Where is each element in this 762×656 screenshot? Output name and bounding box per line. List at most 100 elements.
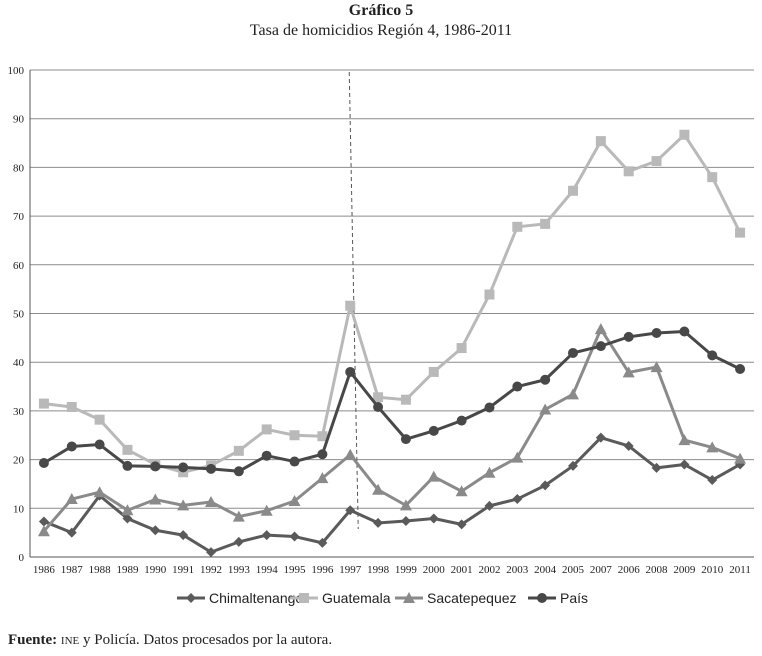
point-guatemala-1998 — [373, 392, 384, 403]
x-tick-label-2000: 2000 — [423, 564, 446, 576]
point-sacatepequez-2006 — [622, 366, 635, 378]
point-guatemala-1996 — [317, 431, 328, 442]
x-tick-label-1990: 1990 — [144, 564, 167, 576]
x-tick-label-1996: 1996 — [311, 564, 334, 576]
x-axis-ticks: 1986 1987 1988 1989 1990 1991 1992 1993 1994 1995… — [33, 564, 751, 576]
point-guatemala-2002 — [484, 289, 495, 300]
y-tick-label-10: 10 — [13, 503, 25, 515]
point-chimaltenango-2007 — [595, 432, 606, 443]
point-guatemala-1989 — [122, 444, 133, 455]
chart-title: Gráfico 5 — [348, 2, 414, 19]
point-pa-s-2009 — [679, 326, 690, 337]
point-pa-s-2007 — [595, 341, 606, 352]
x-tick-label-1993: 1993 — [228, 564, 251, 576]
point-pa-s-2000 — [428, 425, 439, 436]
point-sacatepequez-1989 — [121, 504, 134, 516]
x-tick-label-1989: 1989 — [116, 564, 139, 576]
point-pa-s-2001 — [456, 415, 467, 426]
point-chimaltenango-1992 — [206, 547, 216, 558]
point-pa-s-1988 — [94, 439, 105, 450]
chart-legend: Chimaltenango Guatemala Sacatepequez País — [177, 590, 588, 606]
point-sacatepequez-2002 — [483, 466, 496, 478]
point-guatemala-2000 — [428, 366, 439, 377]
point-sacatepequez-1988 — [93, 486, 106, 498]
y-tick-label-50: 50 — [13, 309, 25, 321]
x-tick-label-2010: 2010 — [701, 564, 724, 576]
x-tick-label-1991: 1991 — [172, 564, 194, 576]
x-tick-label-1988: 1988 — [89, 564, 112, 576]
point-sacatepequez-1986 — [37, 525, 50, 537]
point-guatemala-1988 — [94, 414, 105, 425]
point-pa-s-2005 — [568, 347, 578, 358]
point-pa-s-1986 — [38, 458, 49, 469]
point-guatemala-2007 — [595, 136, 606, 147]
source-abbrev: ine — [60, 632, 80, 648]
y-tick-label-70: 70 — [13, 211, 25, 223]
point-pa-s-2008 — [651, 327, 662, 338]
point-pa-s-2010 — [707, 350, 718, 361]
y-tick-label-80: 80 — [13, 162, 25, 174]
x-tick-label-2008: 2008 — [646, 564, 669, 576]
legend-marker-sacatepequez — [403, 592, 415, 603]
point-sacatepequez-2003 — [511, 451, 524, 463]
point-chimaltenango-1998 — [373, 517, 384, 528]
x-tick-label-1994: 1994 — [256, 564, 279, 576]
x-tick-label-1997: 1997 — [339, 564, 362, 576]
point-guatemala-2005 — [568, 185, 578, 196]
source-note: Fuente: ine y Policía. Datos procesados … — [8, 632, 332, 649]
x-tick-label-1986: 1986 — [33, 564, 56, 576]
point-pa-s-2002 — [484, 402, 495, 413]
point-chimaltenango-2005 — [568, 460, 578, 471]
point-pa-s-1995 — [289, 456, 300, 467]
legend-label-pa-s: País — [560, 590, 588, 606]
x-tick-label-2009: 2009 — [673, 564, 696, 576]
point-pa-s-1994 — [261, 450, 272, 461]
x-tick-label-1992: 1992 — [200, 564, 222, 576]
point-pa-s-1999 — [400, 434, 411, 445]
series-line-sacatepequez — [42, 327, 741, 533]
point-sacatepequez-2009 — [678, 434, 691, 446]
point-sacatepequez-1991 — [177, 499, 190, 511]
point-chimaltenango-1995 — [289, 531, 300, 542]
point-pa-s-1998 — [373, 402, 384, 413]
point-chimaltenango-2004 — [540, 480, 551, 491]
point-guatemala-1993 — [233, 445, 244, 456]
y-tick-label-20: 20 — [13, 455, 25, 467]
point-chimaltenango-2000 — [428, 513, 439, 524]
source-label: Fuente: — [8, 632, 58, 648]
point-chimaltenango-2006 — [623, 440, 634, 451]
legend-label-sacatepequez: Sacatepequez — [427, 590, 517, 606]
legend-marker-chimaltenango — [186, 593, 196, 603]
annotation-layer — [348, 71, 359, 530]
point-pa-s-1987 — [66, 441, 77, 452]
legend-label-chimaltenango: Chimaltenango — [209, 590, 303, 606]
point-sacatepequez-1992 — [205, 495, 217, 507]
point-sacatepequez-2004 — [539, 403, 552, 415]
point-guatemala-2010 — [707, 172, 718, 183]
point-guatemala-2003 — [512, 221, 523, 232]
point-guatemala-1995 — [289, 430, 300, 441]
x-tick-label-1987: 1987 — [61, 564, 84, 576]
point-chimaltenango-1991 — [178, 530, 189, 541]
point-chimaltenango-1990 — [150, 525, 161, 536]
point-chimaltenango-1997 — [345, 505, 356, 516]
point-pa-s-1996 — [317, 449, 328, 460]
point-sacatepequez-1996 — [316, 472, 329, 484]
point-chimaltenango-2009 — [679, 459, 690, 470]
point-pa-s-1992 — [206, 463, 216, 474]
point-chimaltenango-1999 — [400, 515, 411, 526]
point-chimaltenango-1989 — [122, 513, 133, 524]
point-pa-s-2003 — [512, 381, 523, 392]
x-tick-label-2003: 2003 — [506, 564, 529, 576]
point-pa-s-2011 — [735, 364, 746, 375]
point-sacatepequez-2005 — [567, 388, 579, 400]
point-sacatepequez-1997 — [344, 448, 357, 460]
point-sacatepequez-2001 — [455, 485, 468, 497]
x-tick-label-2011: 2011 — [729, 564, 751, 576]
point-sacatepequez-2008 — [650, 361, 663, 373]
point-sacatepequez-1990 — [149, 493, 162, 505]
x-tick-label-1995: 1995 — [284, 564, 307, 576]
point-sacatepequez-1987 — [65, 493, 78, 505]
point-guatemala-2001 — [456, 343, 467, 354]
